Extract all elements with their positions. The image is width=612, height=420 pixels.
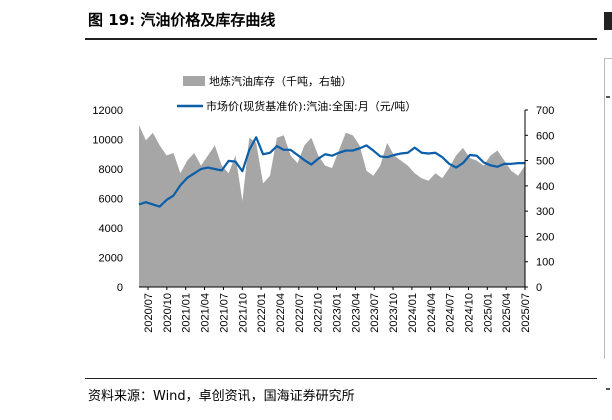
x-tick-label: 2024/04 [426, 293, 438, 333]
right-y-tick-label: 600 [536, 130, 554, 142]
x-tick-label: 2022/04 [275, 293, 287, 333]
x-tick-label: 2021/01 [181, 293, 193, 333]
left-y-tick-label: 8000 [99, 164, 123, 176]
adjacent-tick-mark [606, 96, 610, 98]
x-tick-label: 2020/10 [162, 293, 174, 333]
x-tick-label: 2020/07 [143, 293, 155, 333]
x-tick-label: 2022/07 [294, 293, 306, 333]
price-line-series [138, 136, 525, 208]
x-tick-label: 2023/07 [369, 293, 381, 333]
title-rule [85, 38, 597, 40]
x-tick-label: 2023/01 [332, 293, 344, 333]
left-y-tick-label: 0 [117, 282, 123, 294]
legend-label-price: 市场价(现货基准价):汽油:全国:月（元/吨） [206, 99, 416, 113]
right-y-tick-label: 100 [536, 257, 554, 269]
right-y-tick-label: 700 [536, 105, 554, 117]
left-y-tick-label: 6000 [99, 194, 123, 206]
adjacent-footer-mark [606, 388, 610, 390]
left-y-tick-label: 12000 [92, 105, 123, 117]
left-y-tick-label: 10000 [92, 135, 123, 147]
x-tick-label: 2024/01 [407, 293, 419, 333]
right-y-tick-label: 400 [536, 181, 554, 193]
right-y-tick-label: 500 [536, 156, 554, 168]
chart-title: 图 19: 汽油价格及库存曲线 [88, 11, 276, 29]
legend-swatch-area [183, 76, 205, 86]
x-tick-label: 2023/10 [388, 293, 400, 333]
inventory-area-series [139, 125, 525, 287]
x-tick-label: 2023/04 [350, 293, 362, 333]
x-tick-label: 2021/10 [237, 293, 249, 333]
chart-svg: 0 2000 4000 6000 8000 10000 12000 0 100 200 300 400… [92, 74, 554, 333]
right-y-tick-label: 200 [536, 231, 554, 243]
adjacent-title-mark [604, 12, 612, 30]
x-tick-label: 2025/07 [520, 293, 532, 333]
footer-rule [85, 378, 597, 379]
x-tick-label: 2025/04 [501, 293, 513, 333]
x-tick-label: 2022/01 [256, 293, 268, 333]
left-y-tick-label: 4000 [99, 223, 123, 235]
x-tick-label: 2024/07 [445, 293, 457, 333]
right-y-tick-label: 0 [536, 282, 542, 294]
legend-label-inventory: 地炼汽油库存（千吨，右轴） [209, 74, 352, 88]
source-note: 资料来源：Wind，卓创资讯，国海证券研究所 [88, 389, 355, 404]
adjacent-chart-border [604, 58, 612, 359]
x-tick-label: 2022/10 [313, 293, 325, 333]
x-tick-label: 2024/10 [463, 293, 475, 333]
x-tick-label: 2025/01 [482, 293, 494, 333]
x-tick-label: 2021/07 [218, 293, 230, 333]
x-tick-label: 2021/04 [200, 293, 212, 333]
right-y-tick-label: 300 [536, 206, 554, 218]
left-y-tick-label: 2000 [99, 253, 123, 265]
